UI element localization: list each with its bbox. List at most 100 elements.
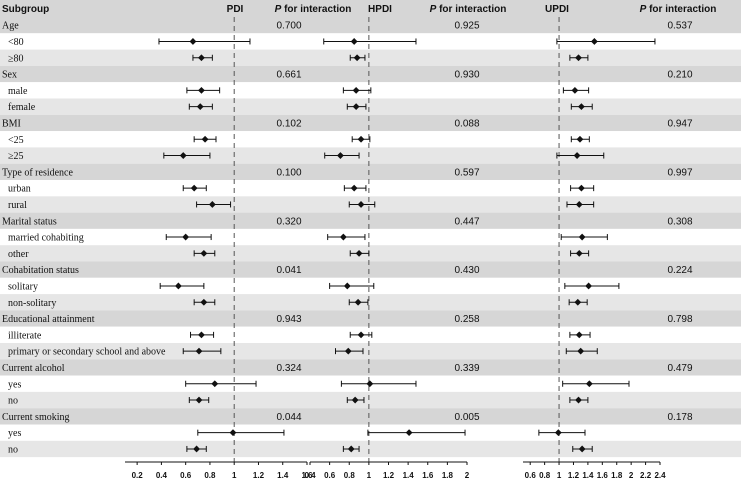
point-estimate-updi [571, 86, 579, 94]
point-estimate-pdi [198, 54, 205, 62]
p-value-hpdi: 0.430 [454, 265, 479, 276]
p-value-updi: 0.479 [667, 363, 692, 374]
point-estimate-pdi [174, 282, 182, 290]
point-estimate-pdi [189, 38, 197, 45]
point-estimate-hpdi [350, 38, 358, 45]
point-estimate-hpdi [366, 380, 374, 388]
group-label: Age [2, 21, 19, 32]
point-estimate-pdi [201, 135, 209, 143]
x-tick-label: 2.2 [640, 471, 652, 480]
subgroup-label: <80 [8, 37, 24, 48]
point-estimate-pdi [198, 331, 205, 339]
point-estimate-hpdi [352, 86, 360, 94]
header-subgroup: Subgroup [2, 4, 49, 15]
subgroup-label: rural [8, 200, 27, 211]
point-estimate-updi [554, 429, 562, 437]
point-estimate-updi [577, 347, 585, 355]
point-estimate-updi [578, 233, 586, 241]
p-value-pdi: 0.320 [276, 216, 301, 227]
x-tick-label: 1 [232, 471, 237, 480]
x-tick-label: 1.2 [383, 471, 395, 480]
x-tick-label: 1 [557, 471, 562, 480]
subgroup-row-bg [0, 391, 741, 409]
point-estimate-updi [576, 135, 584, 143]
header-panel-pdi: PDI [227, 4, 244, 15]
x-tick-label: 2 [465, 471, 470, 480]
point-estimate-hpdi [351, 396, 359, 404]
p-value-updi: 0.798 [667, 314, 692, 325]
x-tick-label: 1.6 [597, 471, 609, 480]
point-estimate-hpdi [347, 445, 355, 453]
subgroup-label: male [8, 86, 28, 97]
point-estimate-pdi [193, 445, 200, 453]
group-label: Sex [2, 70, 17, 81]
subgroup-row-bg [0, 245, 741, 262]
p-value-updi: 0.947 [667, 118, 692, 129]
x-tick-label: 0.4 [304, 471, 316, 480]
point-estimate-updi [575, 331, 583, 339]
subgroup-label: ≥25 [8, 151, 24, 162]
x-tick-label: 1.2 [253, 471, 265, 480]
x-tick-label: 1.4 [277, 471, 289, 480]
point-estimate-updi [575, 249, 583, 257]
subgroup-label: married cohabiting [8, 233, 84, 244]
point-estimate-updi [578, 103, 585, 111]
subgroup-label: other [8, 249, 29, 260]
x-tick-label: 0.8 [344, 471, 356, 480]
p-value-pdi: 0.700 [276, 21, 301, 32]
point-estimate-updi [590, 38, 598, 45]
group-label: Marital status [2, 216, 57, 227]
subgroup-row-bg [0, 440, 741, 458]
subgroup-label: primary or secondary school and above [8, 347, 166, 358]
point-estimate-hpdi [354, 298, 362, 306]
subgroup-row-bg [0, 49, 741, 66]
point-estimate-updi [573, 152, 581, 159]
x-tick-label: 0.6 [324, 471, 336, 480]
x-tick-label: 1.8 [611, 471, 623, 480]
subgroup-label: yes [8, 428, 21, 439]
group-label: Cohabitation status [2, 265, 79, 276]
point-estimate-pdi [211, 380, 219, 388]
p-value-updi: 0.178 [667, 412, 692, 423]
point-estimate-pdi [182, 233, 190, 241]
x-tick-label: 2.4 [654, 471, 666, 480]
point-estimate-hpdi [337, 152, 344, 159]
point-estimate-hpdi [357, 135, 365, 143]
point-estimate-updi [575, 54, 582, 62]
group-label: Current smoking [2, 412, 70, 423]
group-row-bg [0, 261, 741, 278]
point-estimate-pdi [179, 152, 187, 159]
subgroup-row-bg [0, 147, 741, 164]
point-estimate-updi [585, 380, 593, 388]
point-estimate-hpdi [339, 233, 347, 241]
group-label: Current alcohol [2, 363, 65, 374]
subgroup-label: illiterate [8, 330, 42, 341]
p-value-pdi: 0.100 [276, 167, 301, 178]
point-estimate-hpdi [405, 429, 413, 437]
subgroup-label: urban [8, 184, 31, 195]
point-estimate-hpdi [350, 184, 358, 192]
p-value-updi: 0.308 [667, 216, 692, 227]
p-value-hpdi: 0.258 [454, 314, 479, 325]
x-tick-label: 1.4 [403, 471, 415, 480]
p-value-hpdi: 0.447 [454, 216, 479, 227]
subgroup-label: yes [8, 379, 21, 390]
header-p-for-interaction: P for interaction [430, 4, 507, 15]
p-value-pdi: 0.102 [276, 118, 301, 129]
group-row-bg [0, 114, 741, 132]
p-value-updi: 0.210 [667, 70, 692, 81]
point-estimate-pdi [190, 184, 198, 192]
group-label: BMI [2, 118, 21, 129]
group-row-bg [0, 212, 741, 229]
p-value-updi: 0.224 [667, 265, 692, 276]
p-value-hpdi: 0.005 [454, 412, 479, 423]
point-estimate-hpdi [343, 282, 351, 290]
group-label: Educational attainment [2, 314, 95, 325]
x-tick-label: 0.8 [539, 471, 551, 480]
point-estimate-pdi [208, 201, 216, 208]
subgroup-label: no [8, 396, 18, 407]
p-value-hpdi: 0.597 [454, 167, 479, 178]
point-estimate-updi [578, 184, 585, 192]
